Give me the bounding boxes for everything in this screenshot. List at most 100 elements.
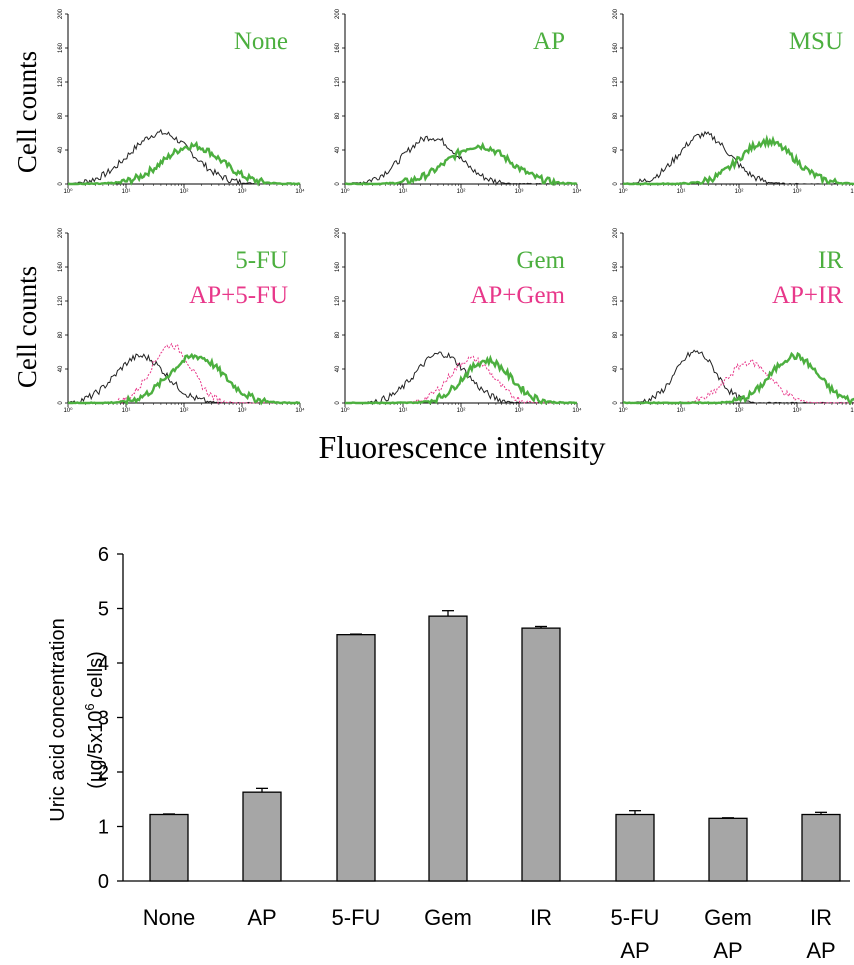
bar-y-tick-label: 4 xyxy=(98,653,109,675)
histogram-grid: 0 40 80 120 160 200 10⁰ 10¹ 10² 10³ 10⁴ None 0 40 80 12… xyxy=(58,8,854,414)
histogram-curve-treatment xyxy=(345,354,577,406)
histogram-x-tick-label: 10² xyxy=(180,189,189,195)
histogram-y-tick-label: 80 xyxy=(335,112,341,119)
histogram-x-tick-label: 10² xyxy=(457,189,466,195)
histogram-x-tick-label: 10⁰ xyxy=(340,188,350,195)
histogram-x-tick-label: 10³ xyxy=(793,408,802,414)
histogram-x-tick-label: 10¹ xyxy=(399,408,408,414)
histogram-treatment-label: 5-FU xyxy=(235,247,288,274)
histogram-y-tick-label: 160 xyxy=(613,42,619,53)
bar-ylabel-line1: Uric acid concentration xyxy=(47,618,69,821)
histogram-treatment-label: MSU xyxy=(789,28,843,55)
bar-category-label: Gem xyxy=(704,905,752,930)
histogram-combo-label: AP+5-FU xyxy=(189,282,288,309)
histogram-x-tick-label: 10³ xyxy=(238,408,247,414)
histogram-x-tick-label: 10² xyxy=(180,408,189,414)
histogram-panel-6: 0 40 80 120 160 200 10⁰ 10¹ 10² 10³ 10⁴ IR AP+IR xyxy=(613,227,854,414)
histogram-x-tick-label: 10⁴ xyxy=(295,407,305,414)
histogram-x-tick-label: 10⁴ xyxy=(850,407,854,414)
histogram-y-tick-label: 40 xyxy=(335,365,341,372)
histogram-curve-treatment xyxy=(67,352,301,406)
histogram-y-tick-label: 120 xyxy=(58,76,64,87)
histogram-panel-5: 0 40 80 120 160 200 10⁰ 10¹ 10² 10³ 10⁴ Gem AP+Gem xyxy=(335,227,582,414)
bar-ylabel: Uric acid concentration xyxy=(47,618,69,821)
row2-ylabel: Cell counts xyxy=(12,266,42,388)
bar xyxy=(615,813,655,882)
histogram-y-tick-label: 160 xyxy=(335,261,341,272)
bar xyxy=(149,813,189,882)
histogram-y-tick-label: 40 xyxy=(335,146,341,153)
histogram-curve-treatment xyxy=(623,351,854,406)
bar-category-label: AP xyxy=(620,938,649,963)
bar-category-label: 5-FU xyxy=(332,905,381,930)
histogram-y-tick-label: 120 xyxy=(613,295,619,306)
histogram-y-tick-label: 80 xyxy=(58,112,64,119)
histogram-y-tick-label: 80 xyxy=(335,331,341,338)
bar-category-label: Gem xyxy=(424,905,472,930)
histogram-curve-treatment xyxy=(68,140,301,187)
histogram-x-tick-label: 10⁴ xyxy=(572,188,582,195)
histogram-y-tick-label: 40 xyxy=(613,146,619,153)
histogram-x-tick-label: 10⁰ xyxy=(618,188,628,195)
bar-category-label: AP xyxy=(247,905,276,930)
histogram-y-tick-label: 0 xyxy=(335,182,341,186)
bar-category-label: 5-FU xyxy=(611,905,660,930)
histogram-y-tick-label: 120 xyxy=(335,76,341,87)
histogram-curve-treatment xyxy=(344,141,578,186)
histogram-x-tick-label: 10⁴ xyxy=(295,188,305,195)
bar-y-tick-label: 1 xyxy=(98,817,109,839)
histogram-x-tick-label: 10¹ xyxy=(399,189,408,195)
histogram-y-tick-label: 200 xyxy=(335,227,341,238)
histogram-y-tick-label: 200 xyxy=(613,8,619,19)
histogram-y-tick-label: 120 xyxy=(613,76,619,87)
bar-y-tick-label: 6 xyxy=(98,544,109,566)
histogram-x-tick-label: 10⁰ xyxy=(63,188,73,195)
bar-category-label: AP xyxy=(713,938,742,963)
histogram-curve-treatment xyxy=(622,134,854,186)
histogram-treatment-label: Gem xyxy=(516,247,565,274)
histogram-y-tick-label: 80 xyxy=(613,331,619,338)
histogram-x-tick-label: 10⁰ xyxy=(340,407,350,414)
histogram-y-tick-label: 0 xyxy=(58,401,64,405)
histogram-x-tick-label: 10² xyxy=(457,408,466,414)
histogram-x-tick-label: 10⁰ xyxy=(63,407,73,414)
histogram-panel-3: 0 40 80 120 160 200 10⁰ 10¹ 10² 10³ 10⁴ MSU xyxy=(613,8,854,195)
histogram-y-tick-label: 200 xyxy=(335,8,341,19)
histogram-x-tick-label: 10³ xyxy=(515,189,524,195)
histogram-treatment-label: None xyxy=(234,28,288,55)
bar-category-label: IR xyxy=(530,905,552,930)
histogram-treatment-label: AP xyxy=(533,28,565,55)
histogram-y-tick-label: 0 xyxy=(58,182,64,186)
histogram-y-tick-label: 120 xyxy=(335,295,341,306)
histogram-x-tick-label: 10² xyxy=(735,189,744,195)
histogram-y-tick-label: 160 xyxy=(58,261,64,272)
histogram-y-tick-label: 40 xyxy=(58,146,64,153)
histogram-y-tick-label: 80 xyxy=(613,112,619,119)
bar xyxy=(801,813,841,882)
bar xyxy=(336,634,376,882)
bar-ylabel-sup: 6 xyxy=(82,703,97,710)
histogram-x-tick-label: 10³ xyxy=(793,189,802,195)
histogram-x-tick-label: 10¹ xyxy=(122,408,131,414)
histogram-y-tick-label: 0 xyxy=(613,401,619,405)
histogram-x-tick-label: 10⁰ xyxy=(618,407,628,414)
histogram-y-tick-label: 200 xyxy=(58,8,64,19)
histogram-x-tick-label: 10¹ xyxy=(677,189,686,195)
bar-category-label: IR xyxy=(810,905,832,930)
histogram-x-tick-label: 10² xyxy=(735,408,744,414)
bar xyxy=(242,791,282,882)
bar-ylabel-line2-suffix: cells) xyxy=(85,651,107,703)
bar-ylabel-units: (µg/5x106 cells) xyxy=(82,651,107,789)
bar-category-label: AP xyxy=(806,938,835,963)
histogram-curve-control xyxy=(622,130,854,185)
histogram-y-tick-label: 0 xyxy=(613,182,619,186)
histogram-y-tick-label: 160 xyxy=(335,42,341,53)
bar-y-tick-label: 0 xyxy=(98,871,109,893)
histogram-combo-label: AP+IR xyxy=(772,282,843,309)
histogram-y-tick-label: 40 xyxy=(58,365,64,372)
histogram-curve-control xyxy=(622,349,854,404)
bar-chart: 0 1 2 3 4 5 6 None AP 5-FU Gem IR 5-FU AP Gem AP IR AP xyxy=(98,544,850,963)
histogram-y-tick-label: 40 xyxy=(613,365,619,372)
histogram-curve-control xyxy=(67,128,301,186)
